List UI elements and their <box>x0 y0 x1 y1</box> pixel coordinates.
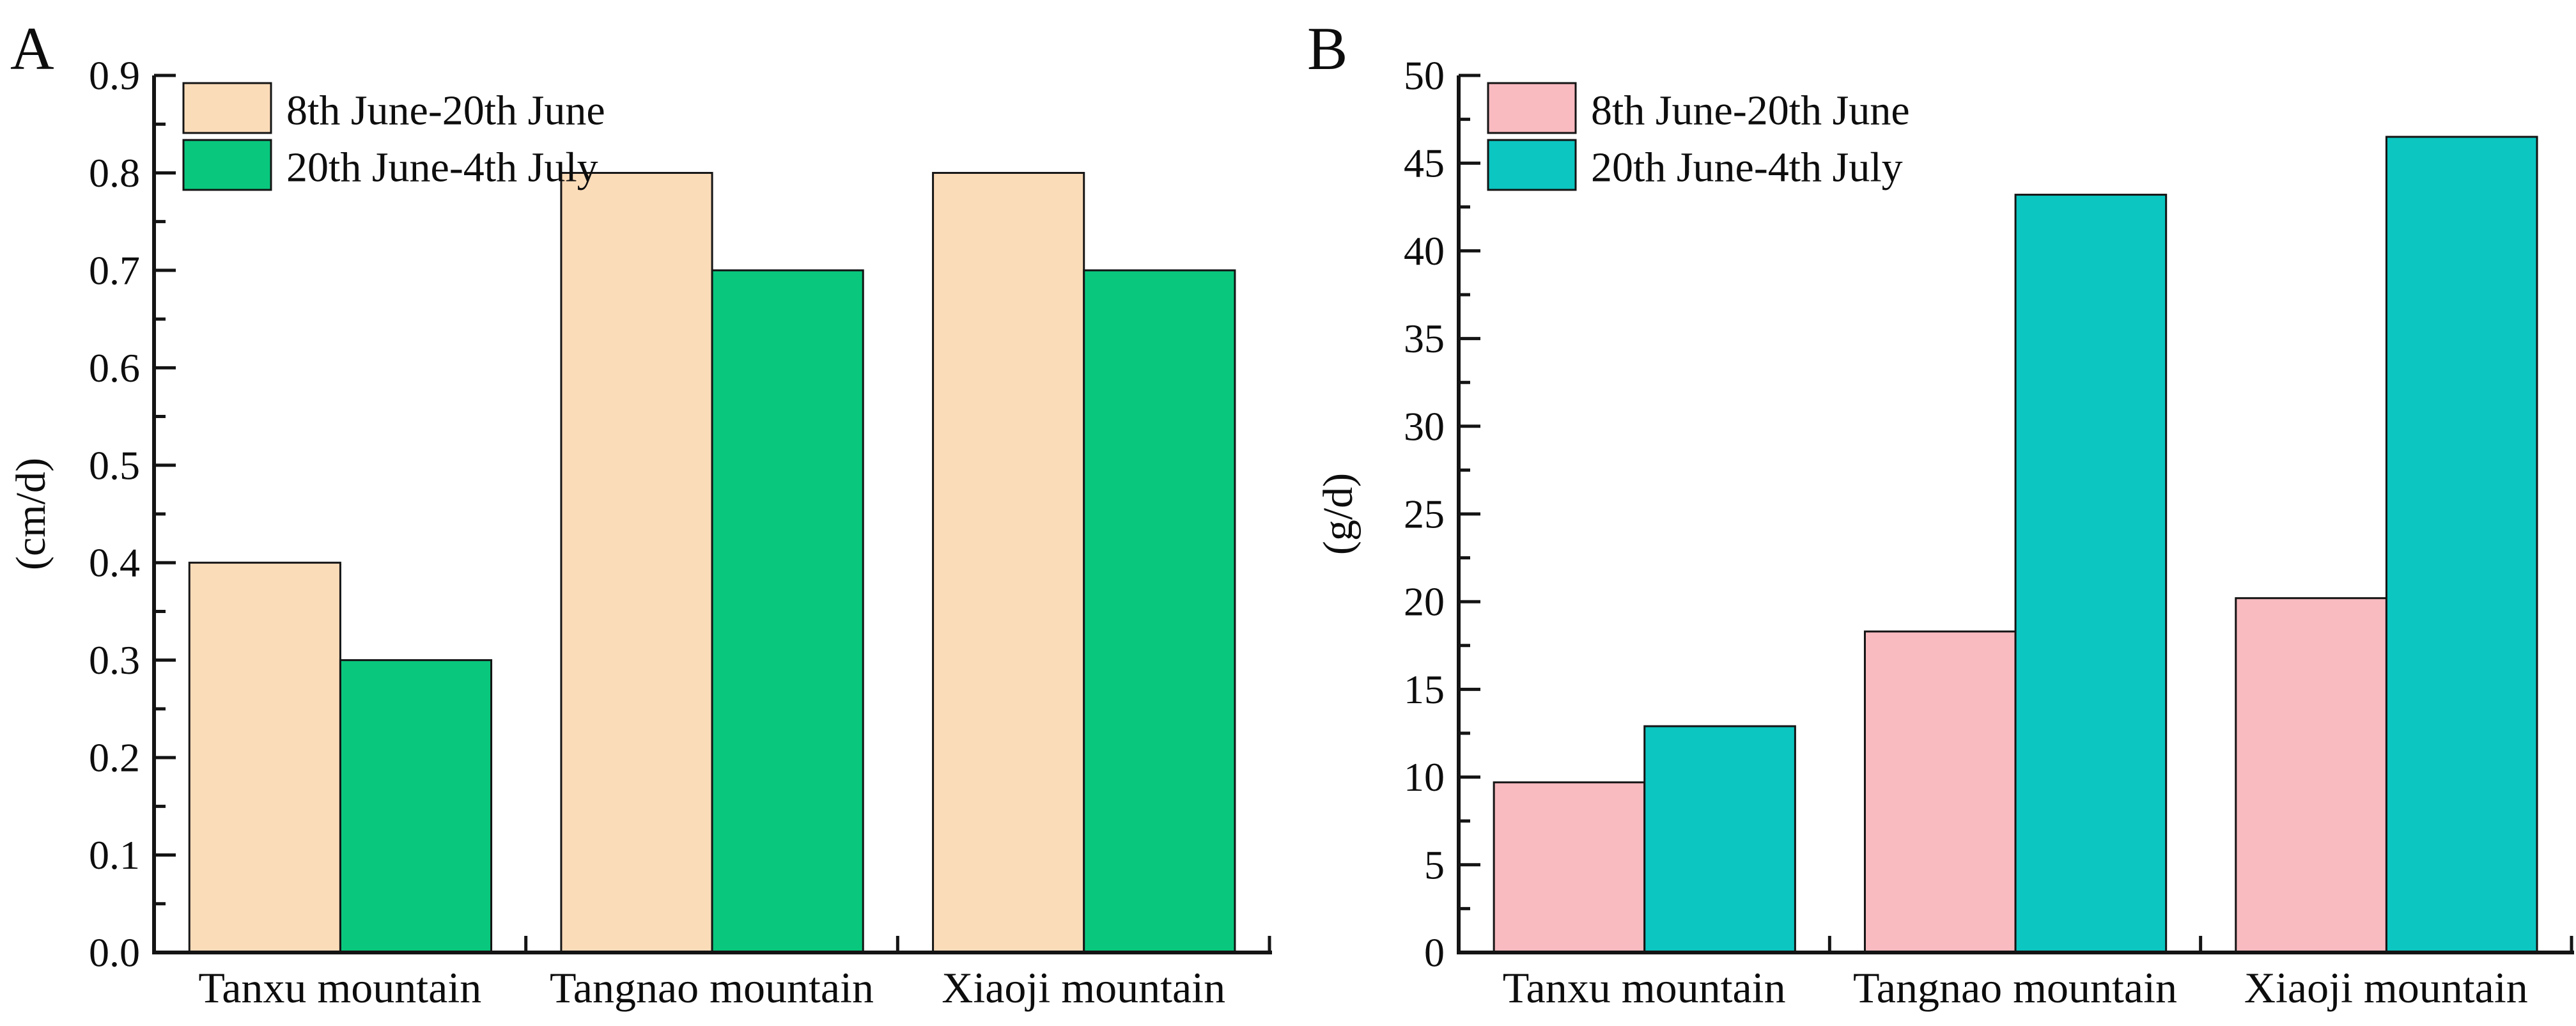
y-axis-title: (cm/d) <box>8 458 54 570</box>
bar <box>1083 269 1236 954</box>
panel-label: B <box>1307 15 1347 82</box>
y-tick-label: 20 <box>1404 579 1445 625</box>
bar <box>932 171 1085 954</box>
y-tick-label: 0.7 <box>89 247 140 293</box>
y-tick-label: 15 <box>1404 667 1445 712</box>
bar <box>339 659 493 954</box>
y-tick-label: 0.3 <box>89 637 140 683</box>
x-category-label: Tanxu mountain <box>198 963 481 1012</box>
legend-swatch <box>1487 139 1577 191</box>
x-category-label: Tangnao mountain <box>550 963 874 1012</box>
bar <box>1493 781 1646 954</box>
y-tick-label: 0.0 <box>89 930 140 975</box>
bar <box>560 171 713 954</box>
y-tick-label: 0 <box>1424 930 1445 975</box>
y-tick-label: 0.9 <box>89 53 140 98</box>
panel-a: A (cm/d) Tanxu mountain Tangnao mountain Xia… <box>8 15 1272 1012</box>
y-tick-label: 0.8 <box>89 150 140 196</box>
y-tick-label: 0.4 <box>89 540 140 586</box>
bar <box>1863 630 2017 954</box>
legend-swatch <box>182 82 272 134</box>
legend-label: 20th June-4th July <box>286 144 598 191</box>
legend-label: 8th June-20th June <box>286 88 605 134</box>
legend-swatch <box>1487 82 1577 134</box>
bar <box>2014 194 2168 954</box>
y-tick-label: 0.6 <box>89 345 140 391</box>
legend-swatch <box>182 139 272 191</box>
y-tick-label: 0.2 <box>89 735 140 781</box>
bar-chart-b: B (g/d) Tanxu mountain Tangnao mountain Xiao… <box>1307 15 2574 1012</box>
y-tick-label: 5 <box>1424 842 1445 887</box>
bar <box>2235 597 2387 954</box>
legend-label: 20th June-4th July <box>1591 144 1903 191</box>
legend-label: 8th June-20th June <box>1591 88 1910 134</box>
y-tick-label: 30 <box>1404 403 1445 449</box>
x-category-label: Xiaoji mountain <box>942 963 1225 1012</box>
y-tick-label: 25 <box>1404 492 1445 537</box>
y-tick-label: 10 <box>1404 754 1445 800</box>
y-tick-label: 40 <box>1404 228 1445 274</box>
x-category-label: Xiaoji mountain <box>2244 963 2528 1012</box>
bar <box>711 269 864 954</box>
y-tick-label: 35 <box>1404 316 1445 361</box>
y-tick-label: 0.5 <box>89 442 140 488</box>
panel-b: B (g/d) Tanxu mountain Tangnao mountain Xiao… <box>1288 0 2576 1026</box>
bar <box>2385 136 2538 954</box>
y-tick-label: 45 <box>1404 141 1445 186</box>
bar <box>188 561 341 954</box>
y-axis-title: (g/d) <box>1315 473 1362 555</box>
x-category-label: Tangnao mountain <box>1853 963 2177 1012</box>
panel-label: A <box>10 15 54 82</box>
bar-chart-a: A (cm/d) Tanxu mountain Tangnao mountain Xia… <box>8 15 1272 1012</box>
bar <box>1643 725 1796 954</box>
x-category-label: Tanxu mountain <box>1503 963 1786 1012</box>
y-tick-label: 50 <box>1404 53 1445 98</box>
y-tick-label: 0.1 <box>89 832 140 878</box>
